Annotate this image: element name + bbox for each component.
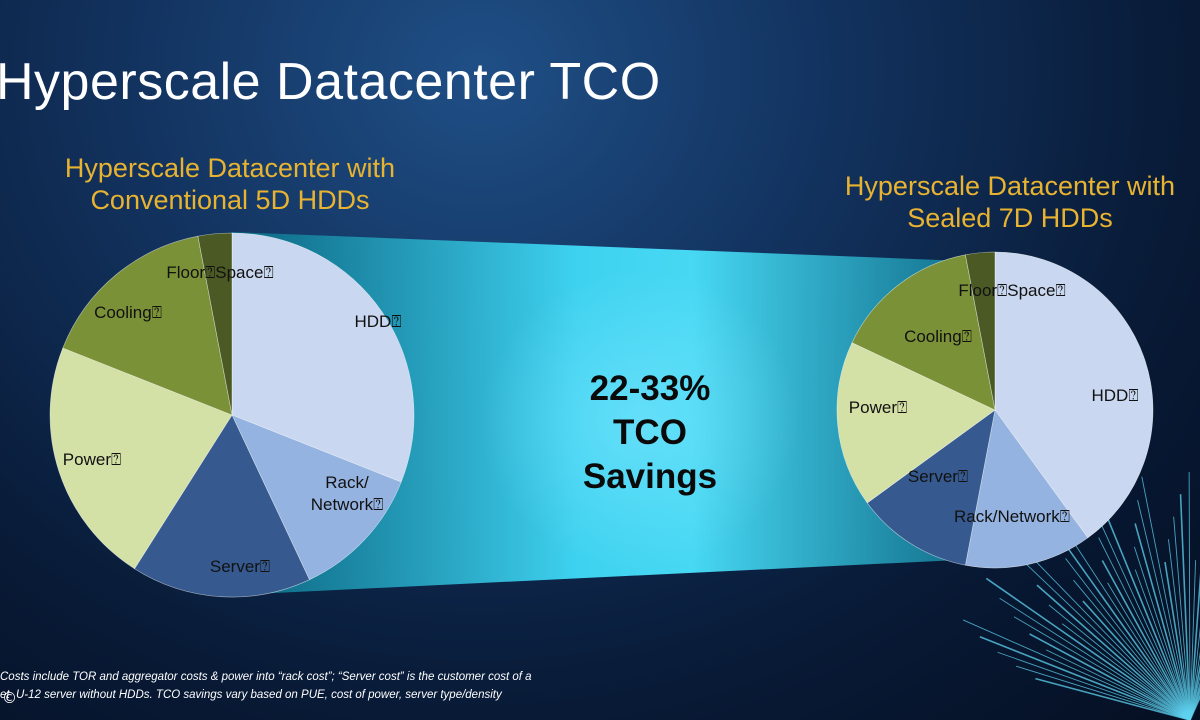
chart-title-7d-line1: Hyperscale Datacenter with — [844, 171, 1176, 201]
slice-hdd-7d — [994, 251, 1154, 539]
slice-server-5d — [134, 414, 310, 598]
slice-label-floor-space-5d: Floor⍰Space⍰ — [166, 263, 273, 282]
chart-title-7d-line2: Sealed 7D HDDs — [907, 203, 1113, 233]
slice-label-rack-network-5d: Rack/Network⍰ — [311, 473, 384, 514]
slice-floor-space-7d — [965, 251, 996, 411]
slice-label-rack-network-7d: Rack/Network⍰ — [954, 507, 1070, 526]
band-glow — [480, 270, 800, 570]
slice-power-5d — [49, 347, 233, 570]
slice-power-7d — [836, 342, 996, 504]
footnote-line2: et U-12 server without HDDs. TCO savings… — [0, 689, 502, 701]
slice-label-hdd-7d: HDD⍰ — [1091, 386, 1138, 405]
slice-rack-network-7d — [965, 409, 1089, 569]
chart-title-5d-line1: Hyperscale Datacenter with — [64, 153, 396, 183]
slice-label-server-7d: Server⍰ — [908, 467, 968, 486]
slice-label-server-5d: Server⍰ — [210, 557, 270, 576]
slice-rack-network-5d — [231, 414, 402, 581]
slice-floor-space-5d — [197, 232, 233, 416]
starburst-decoration — [962, 471, 1200, 720]
footnote: Costs include TOR and aggregator costs &… — [0, 668, 760, 704]
pie-chart-5d: HDD⍰ Rack/Network⍰ Server⍰ Power⍰ Cooling⍰ Fl… — [49, 232, 415, 598]
savings-word: Savings — [582, 457, 718, 496]
slice-label-hdd-5d: HDD⍰ — [354, 312, 401, 331]
slice-cooling-5d — [62, 235, 233, 416]
copyright-icon: © — [2, 689, 17, 707]
slice-hdd-5d — [231, 232, 415, 483]
slice-server-7d — [866, 409, 996, 566]
chart-title-7d: Hyperscale Datacenter with Sealed 7D HDD… — [800, 170, 1200, 234]
pie-chart-7d: HDD⍰ Rack/Network⍰ Server⍰ Power⍰ Cooling⍰ Fl… — [836, 251, 1154, 569]
slice-cooling-7d — [851, 254, 996, 411]
tco-savings-callout: 22-33% TCO Savings — [540, 367, 760, 499]
savings-tco: TCO — [613, 413, 687, 452]
slice-label-cooling-5d: Cooling⍰ — [94, 303, 162, 322]
slice-label-cooling-7d: Cooling⍰ — [904, 327, 972, 346]
savings-percent: 22-33% — [589, 369, 711, 408]
chart-title-5d-line2: Conventional 5D HDDs — [90, 185, 370, 215]
chart-title-5d: Hyperscale Datacenter with Conventional … — [20, 152, 440, 216]
slide-title: Hyperscale Datacenter TCO — [0, 53, 661, 111]
slice-label-power-5d: Power⍰ — [63, 450, 121, 469]
slice-label-power-7d: Power⍰ — [849, 398, 907, 417]
slice-label-floor-space-7d: Floor⍰Space⍰ — [958, 281, 1065, 300]
footnote-line1: Costs include TOR and aggregator costs &… — [0, 671, 532, 683]
